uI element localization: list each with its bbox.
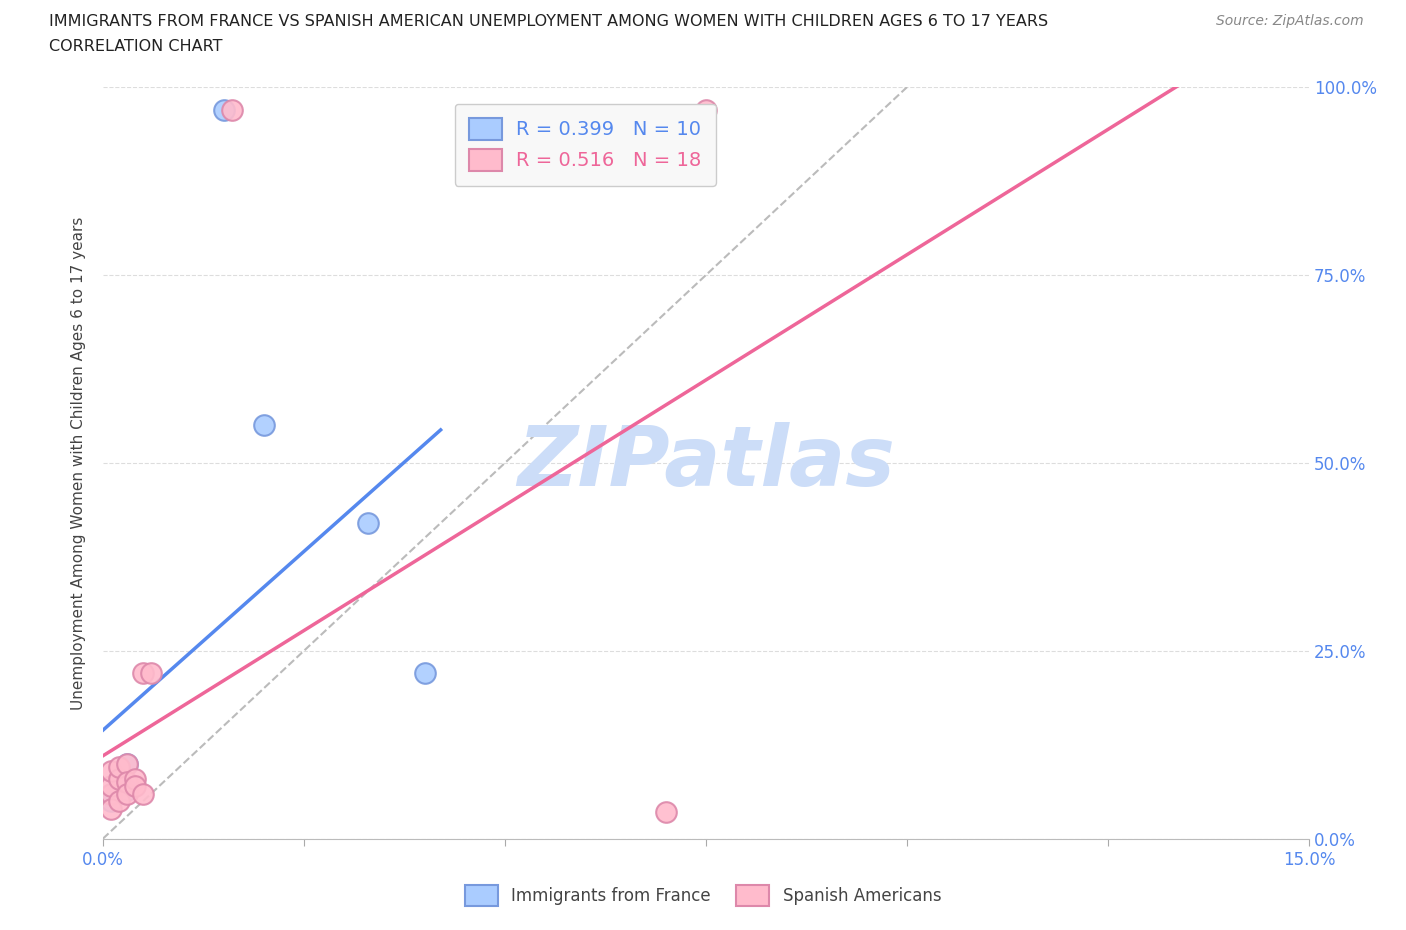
Y-axis label: Unemployment Among Women with Children Ages 6 to 17 years: Unemployment Among Women with Children A… — [72, 216, 86, 710]
Point — [108, 793, 131, 808]
Point — [115, 786, 138, 801]
Text: Source: ZipAtlas.com: Source: ZipAtlas.com — [1216, 14, 1364, 28]
Text: IMMIGRANTS FROM FRANCE VS SPANISH AMERICAN UNEMPLOYMENT AMONG WOMEN WITH CHILDRE: IMMIGRANTS FROM FRANCE VS SPANISH AMERIC… — [49, 14, 1049, 29]
Point — [100, 778, 122, 793]
Point — [212, 102, 235, 117]
Point — [100, 786, 122, 801]
Point — [108, 760, 131, 775]
Point — [108, 771, 131, 786]
Point — [132, 786, 155, 801]
Point — [124, 778, 146, 793]
Point — [100, 786, 122, 801]
Text: CORRELATION CHART: CORRELATION CHART — [49, 39, 222, 54]
Point — [141, 666, 163, 681]
Point — [253, 418, 276, 432]
Point — [115, 782, 138, 797]
Point — [413, 666, 436, 681]
Point — [100, 764, 122, 778]
Point — [100, 793, 122, 808]
Point — [357, 515, 380, 530]
Point — [100, 801, 122, 816]
Point — [108, 771, 131, 786]
Point — [108, 778, 131, 793]
Point — [115, 756, 138, 771]
Point — [132, 666, 155, 681]
Point — [115, 775, 138, 790]
Point — [695, 102, 717, 117]
Legend: R = 0.399   N = 10, R = 0.516   N = 18: R = 0.399 N = 10, R = 0.516 N = 18 — [454, 103, 716, 186]
Legend: Immigrants from France, Spanish Americans: Immigrants from France, Spanish American… — [458, 879, 948, 912]
Point — [115, 756, 138, 771]
Point — [221, 102, 243, 117]
Point — [124, 771, 146, 786]
Point — [655, 805, 678, 820]
Text: ZIPatlas: ZIPatlas — [517, 422, 896, 503]
